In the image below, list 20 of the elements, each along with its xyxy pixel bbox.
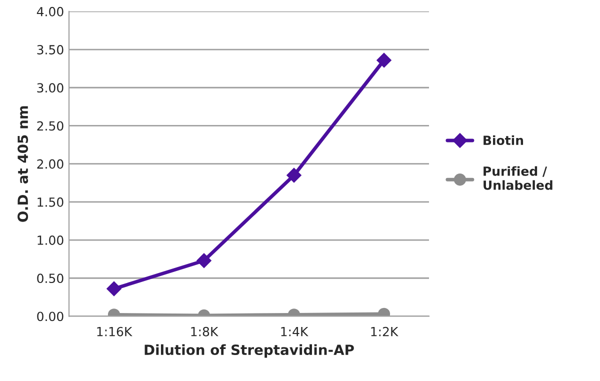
y-tick-label: 0.00 (37, 312, 64, 322)
point (376, 52, 392, 68)
x-tick-label: 1:2K (371, 326, 398, 336)
x-tick-label: 1:8K (191, 326, 218, 336)
y-tick-label: 3.50 (37, 45, 64, 54)
y-tick-label: 0.50 (37, 274, 64, 284)
legend-label: Purified / Unlabeled (484, 166, 552, 190)
y-tick-label: 2.50 (37, 121, 64, 131)
x-tick-label: 1:4K (281, 327, 308, 336)
y-tick-label: 3.00 (37, 83, 64, 93)
x-tick-label: 1:16K (97, 326, 132, 336)
y-tick-label: 1.50 (38, 197, 64, 207)
point (286, 168, 302, 183)
y-tick-label: 1.00 (38, 236, 64, 245)
y-tick-label: 2.00 (37, 159, 64, 169)
x-axis-title: Dilution of Streptavidin-AP (144, 344, 354, 358)
y-axis-title: O.D. at 405 nm (18, 106, 28, 222)
point (196, 253, 212, 268)
y-tick-label: 4.00 (36, 6, 64, 16)
legend-label: Biotin (484, 135, 524, 146)
